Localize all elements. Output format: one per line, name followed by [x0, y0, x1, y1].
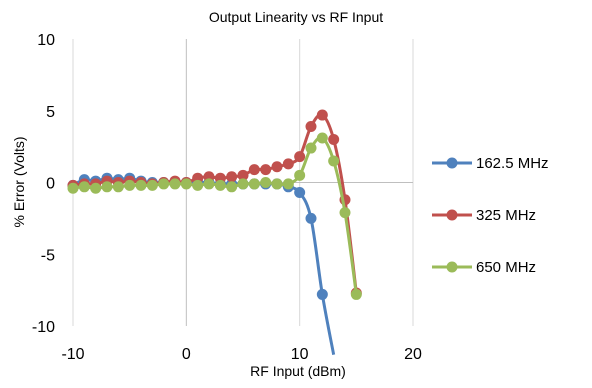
legend-entry-162-5-mhz: 162.5 MHz: [432, 155, 549, 172]
data-point: [316, 132, 328, 144]
data-point: [305, 212, 317, 224]
legend-label: 162.5 MHz: [476, 155, 549, 172]
chart-title: Output Linearity vs RF Input: [209, 9, 383, 25]
data-point: [316, 109, 328, 121]
data-point: [339, 207, 351, 219]
data-point: [67, 182, 79, 194]
series-162-5-mhz: [67, 172, 336, 355]
data-point: [135, 179, 147, 191]
data-point: [305, 121, 317, 133]
data-point: [294, 169, 306, 181]
legend-marker: [446, 157, 458, 169]
data-point: [316, 288, 328, 300]
data-point: [226, 171, 238, 183]
data-point: [146, 179, 158, 191]
data-point: [90, 182, 102, 194]
x-tick-label: 20: [404, 346, 422, 363]
data-point: [260, 177, 272, 188]
legend-marker: [446, 209, 458, 221]
x-axis-title: RF Input (dBm): [250, 363, 346, 379]
legend-entry-325-mhz: 325 MHz: [432, 207, 536, 224]
y-tick-label: -10: [32, 319, 55, 336]
y-tick-label: -5: [41, 247, 55, 264]
y-tick-label: 0: [46, 176, 55, 193]
data-point: [78, 181, 90, 193]
y-tick-label: 10: [37, 32, 55, 49]
data-point: [169, 178, 181, 190]
data-point: [282, 178, 294, 190]
data-point: [192, 179, 204, 191]
data-point: [294, 187, 306, 199]
data-point: [350, 288, 362, 300]
data-point: [271, 178, 283, 190]
data-point: [271, 161, 283, 173]
data-point: [112, 181, 124, 193]
x-tick-label: 10: [291, 346, 309, 363]
data-point: [328, 133, 340, 145]
data-point: [158, 178, 170, 190]
x-tick-label: -10: [61, 346, 84, 363]
data-point: [180, 178, 192, 190]
data-point: [237, 169, 249, 181]
data-point: [305, 142, 317, 154]
data-point: [248, 164, 260, 176]
legend-entry-650-mhz: 650 MHz: [432, 259, 536, 276]
data-point: [294, 151, 306, 163]
series-650-mhz: [67, 132, 362, 300]
data-point: [237, 178, 249, 190]
data-point: [282, 158, 294, 170]
y-tick-label: 5: [46, 104, 55, 121]
data-point: [124, 179, 136, 191]
legend-label: 325 MHz: [476, 207, 536, 224]
data-point: [248, 178, 260, 190]
data-point: [328, 155, 340, 167]
y-axis-title: % Error (Volts): [11, 136, 27, 227]
legend-marker: [446, 261, 458, 273]
data-point: [226, 181, 238, 193]
data-point: [101, 181, 113, 193]
data-point: [214, 179, 226, 191]
series-line-162-5-mhz: [72, 176, 336, 355]
data-point: [260, 164, 272, 176]
legend-label: 650 MHz: [476, 259, 536, 276]
data-point: [203, 178, 215, 190]
x-tick-label: 0: [182, 346, 191, 363]
